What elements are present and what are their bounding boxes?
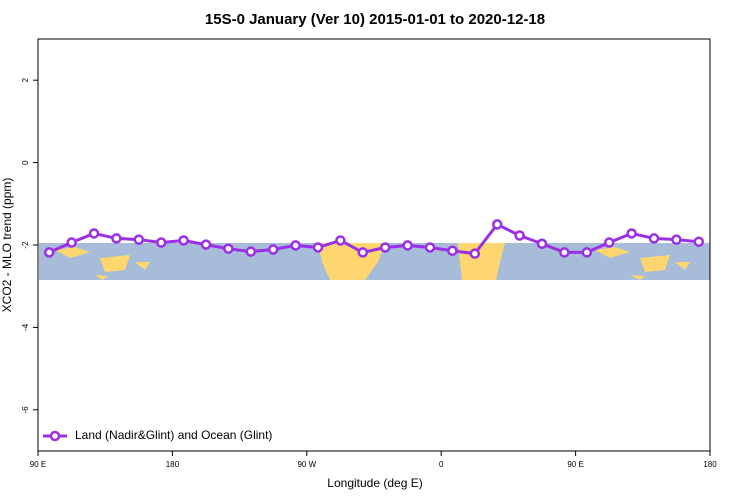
legend-marker — [49, 430, 61, 442]
x-tick-label: 180 — [703, 460, 717, 469]
data-point — [603, 237, 615, 248]
data-point — [312, 242, 324, 253]
data-point — [223, 243, 234, 254]
y-tick-label: -4 — [21, 323, 30, 331]
data-point — [693, 236, 705, 247]
data-point — [155, 237, 167, 248]
data-point — [536, 238, 548, 250]
data-point — [424, 242, 436, 253]
y-tick-label: 0 — [21, 160, 30, 165]
data-point — [379, 242, 391, 253]
data-point — [267, 244, 279, 255]
data-point — [671, 234, 682, 245]
data-point — [111, 233, 122, 244]
data-point — [581, 247, 593, 258]
data-point — [290, 240, 301, 251]
x-tick-label: 90 W — [297, 460, 316, 469]
legend-label: Land (Nadir&Glint) and Ocean (Glint) — [75, 428, 272, 442]
x-tick-label: 0 — [439, 460, 444, 469]
data-point — [335, 235, 346, 246]
data-point — [626, 228, 637, 239]
data-point — [357, 247, 369, 258]
data-point — [200, 239, 212, 250]
x-axis-label: Longitude (deg E) — [327, 476, 422, 490]
data-point — [88, 228, 100, 239]
data-point — [469, 248, 481, 259]
x-tick-label: 90 E — [30, 460, 46, 469]
data-point — [559, 247, 570, 258]
y-tick-label: -2 — [21, 241, 30, 249]
x-tick-label: 180 — [166, 460, 180, 469]
data-point — [43, 247, 55, 258]
chart-title: 15S-0 January (Ver 10) 2015-01-01 to 202… — [205, 11, 545, 28]
data-point — [402, 240, 413, 251]
y-tick-label: -6 — [21, 406, 30, 414]
data-point — [648, 233, 660, 244]
data-point — [491, 219, 503, 230]
data-point — [245, 246, 257, 257]
data-point — [178, 235, 189, 246]
y-tick-label: 2 — [21, 77, 30, 82]
data-point — [514, 230, 525, 241]
y-axis-label: XCO2 - MLO trend (ppm) — [0, 178, 14, 313]
x-tick-label: 90 E — [567, 460, 583, 469]
data-point — [66, 237, 77, 248]
data-point — [447, 245, 458, 257]
data-point — [133, 234, 145, 245]
